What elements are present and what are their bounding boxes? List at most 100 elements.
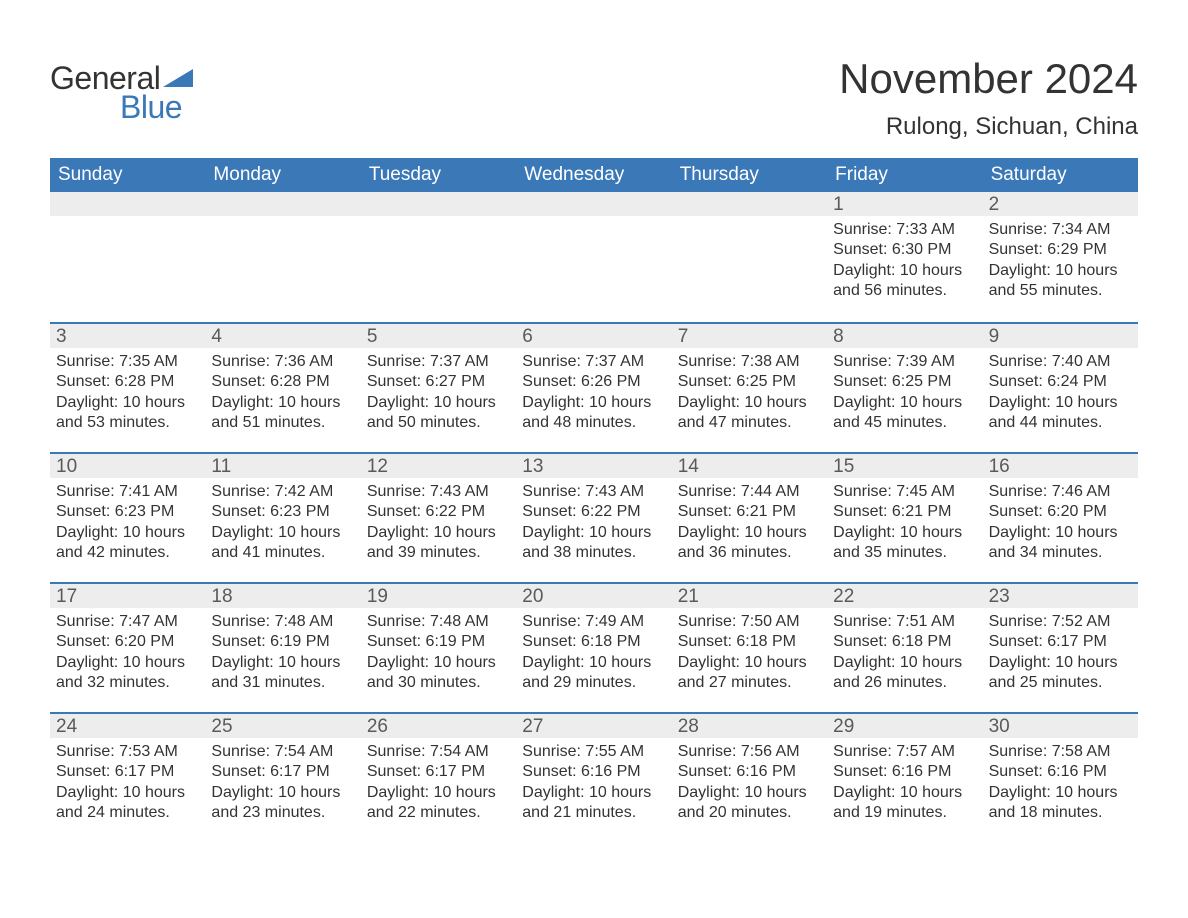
sunset-text: Sunset: 6:17 PM [367, 762, 510, 782]
calendar-cell [672, 192, 827, 322]
daylight-text: Daylight: 10 hours and 27 minutes. [678, 653, 821, 694]
location-subtitle: Rulong, Sichuan, China [839, 113, 1138, 141]
day-number: 17 [50, 584, 205, 608]
sunset-text: Sunset: 6:28 PM [211, 372, 354, 392]
day-details: Sunrise: 7:58 AMSunset: 6:16 PMDaylight:… [983, 738, 1138, 834]
day-number: 7 [672, 324, 827, 348]
daylight-text: Daylight: 10 hours and 29 minutes. [522, 653, 665, 694]
calendar-page: General Blue November 2024 Rulong, Sichu… [0, 0, 1188, 918]
daylight-text: Daylight: 10 hours and 44 minutes. [989, 393, 1132, 434]
daylight-text: Daylight: 10 hours and 36 minutes. [678, 523, 821, 564]
sunset-text: Sunset: 6:24 PM [989, 372, 1132, 392]
day-number: 22 [827, 584, 982, 608]
calendar-grid: SundayMondayTuesdayWednesdayThursdayFrid… [50, 158, 1138, 842]
sunrise-text: Sunrise: 7:51 AM [833, 612, 976, 632]
day-number: 30 [983, 714, 1138, 738]
sunrise-text: Sunrise: 7:40 AM [989, 352, 1132, 372]
day-number: 21 [672, 584, 827, 608]
day-number: 26 [361, 714, 516, 738]
daylight-text: Daylight: 10 hours and 47 minutes. [678, 393, 821, 434]
calendar-cell: 24Sunrise: 7:53 AMSunset: 6:17 PMDayligh… [50, 712, 205, 842]
daylight-text: Daylight: 10 hours and 48 minutes. [522, 393, 665, 434]
day-details: Sunrise: 7:47 AMSunset: 6:20 PMDaylight:… [50, 608, 205, 704]
dow-header: Sunday [50, 158, 205, 192]
day-details: Sunrise: 7:36 AMSunset: 6:28 PMDaylight:… [205, 348, 360, 444]
day-details: Sunrise: 7:39 AMSunset: 6:25 PMDaylight:… [827, 348, 982, 444]
daylight-text: Daylight: 10 hours and 25 minutes. [989, 653, 1132, 694]
sunrise-text: Sunrise: 7:46 AM [989, 482, 1132, 502]
daylight-text: Daylight: 10 hours and 19 minutes. [833, 783, 976, 824]
day-number: 11 [205, 454, 360, 478]
daylight-text: Daylight: 10 hours and 45 minutes. [833, 393, 976, 434]
sunrise-text: Sunrise: 7:48 AM [367, 612, 510, 632]
calendar-cell [516, 192, 671, 322]
daylight-text: Daylight: 10 hours and 18 minutes. [989, 783, 1132, 824]
day-number: 9 [983, 324, 1138, 348]
day-number: 10 [50, 454, 205, 478]
calendar-cell: 14Sunrise: 7:44 AMSunset: 6:21 PMDayligh… [672, 452, 827, 582]
dow-header: Thursday [672, 158, 827, 192]
sunset-text: Sunset: 6:25 PM [678, 372, 821, 392]
day-number: 27 [516, 714, 671, 738]
day-number: 25 [205, 714, 360, 738]
sunrise-text: Sunrise: 7:34 AM [989, 220, 1132, 240]
day-number: 29 [827, 714, 982, 738]
brand-word-blue: Blue [120, 89, 193, 126]
calendar-cell: 13Sunrise: 7:43 AMSunset: 6:22 PMDayligh… [516, 452, 671, 582]
calendar-cell: 21Sunrise: 7:50 AMSunset: 6:18 PMDayligh… [672, 582, 827, 712]
daylight-text: Daylight: 10 hours and 53 minutes. [56, 393, 199, 434]
day-details: Sunrise: 7:34 AMSunset: 6:29 PMDaylight:… [983, 216, 1138, 312]
dow-header: Tuesday [361, 158, 516, 192]
calendar-cell: 4Sunrise: 7:36 AMSunset: 6:28 PMDaylight… [205, 322, 360, 452]
sunset-text: Sunset: 6:28 PM [56, 372, 199, 392]
day-details: Sunrise: 7:44 AMSunset: 6:21 PMDaylight:… [672, 478, 827, 574]
calendar-cell: 5Sunrise: 7:37 AMSunset: 6:27 PMDaylight… [361, 322, 516, 452]
daylight-text: Daylight: 10 hours and 50 minutes. [367, 393, 510, 434]
day-details: Sunrise: 7:43 AMSunset: 6:22 PMDaylight:… [516, 478, 671, 574]
day-details: Sunrise: 7:42 AMSunset: 6:23 PMDaylight:… [205, 478, 360, 574]
day-details: Sunrise: 7:50 AMSunset: 6:18 PMDaylight:… [672, 608, 827, 704]
day-details: Sunrise: 7:53 AMSunset: 6:17 PMDaylight:… [50, 738, 205, 834]
sunset-text: Sunset: 6:20 PM [56, 632, 199, 652]
day-number: 20 [516, 584, 671, 608]
day-details: Sunrise: 7:57 AMSunset: 6:16 PMDaylight:… [827, 738, 982, 834]
day-details: Sunrise: 7:33 AMSunset: 6:30 PMDaylight:… [827, 216, 982, 312]
day-number: 24 [50, 714, 205, 738]
calendar-cell: 27Sunrise: 7:55 AMSunset: 6:16 PMDayligh… [516, 712, 671, 842]
day-details: Sunrise: 7:54 AMSunset: 6:17 PMDaylight:… [361, 738, 516, 834]
sunset-text: Sunset: 6:29 PM [989, 240, 1132, 260]
brand-logo: General Blue [50, 60, 193, 126]
sunset-text: Sunset: 6:16 PM [522, 762, 665, 782]
day-number: 16 [983, 454, 1138, 478]
sunset-text: Sunset: 6:25 PM [833, 372, 976, 392]
calendar-cell: 6Sunrise: 7:37 AMSunset: 6:26 PMDaylight… [516, 322, 671, 452]
month-title: November 2024 [839, 55, 1138, 103]
calendar-cell: 18Sunrise: 7:48 AMSunset: 6:19 PMDayligh… [205, 582, 360, 712]
sunset-text: Sunset: 6:17 PM [211, 762, 354, 782]
sunrise-text: Sunrise: 7:38 AM [678, 352, 821, 372]
dow-header: Wednesday [516, 158, 671, 192]
calendar-cell: 16Sunrise: 7:46 AMSunset: 6:20 PMDayligh… [983, 452, 1138, 582]
calendar-cell: 28Sunrise: 7:56 AMSunset: 6:16 PMDayligh… [672, 712, 827, 842]
sunrise-text: Sunrise: 7:44 AM [678, 482, 821, 502]
day-number [50, 192, 205, 216]
calendar-cell: 7 Sunrise: 7:38 AMSunset: 6:25 PMDaylight… [672, 322, 827, 452]
day-number: 15 [827, 454, 982, 478]
daylight-text: Daylight: 10 hours and 55 minutes. [989, 261, 1132, 302]
day-number: 18 [205, 584, 360, 608]
sunset-text: Sunset: 6:22 PM [367, 502, 510, 522]
sunset-text: Sunset: 6:17 PM [56, 762, 199, 782]
sunrise-text: Sunrise: 7:55 AM [522, 742, 665, 762]
day-number: 19 [361, 584, 516, 608]
day-number: 13 [516, 454, 671, 478]
dow-header: Friday [827, 158, 982, 192]
sunset-text: Sunset: 6:21 PM [678, 502, 821, 522]
daylight-text: Daylight: 10 hours and 21 minutes. [522, 783, 665, 824]
day-details: Sunrise: 7:40 AMSunset: 6:24 PMDaylight:… [983, 348, 1138, 444]
daylight-text: Daylight: 10 hours and 22 minutes. [367, 783, 510, 824]
daylight-text: Daylight: 10 hours and 35 minutes. [833, 523, 976, 564]
day-details: Sunrise: 7:56 AMSunset: 6:16 PMDaylight:… [672, 738, 827, 834]
sunrise-text: Sunrise: 7:45 AM [833, 482, 976, 502]
day-details: Sunrise: 7:55 AMSunset: 6:16 PMDaylight:… [516, 738, 671, 834]
day-details: Sunrise: 7:35 AMSunset: 6:28 PMDaylight:… [50, 348, 205, 444]
